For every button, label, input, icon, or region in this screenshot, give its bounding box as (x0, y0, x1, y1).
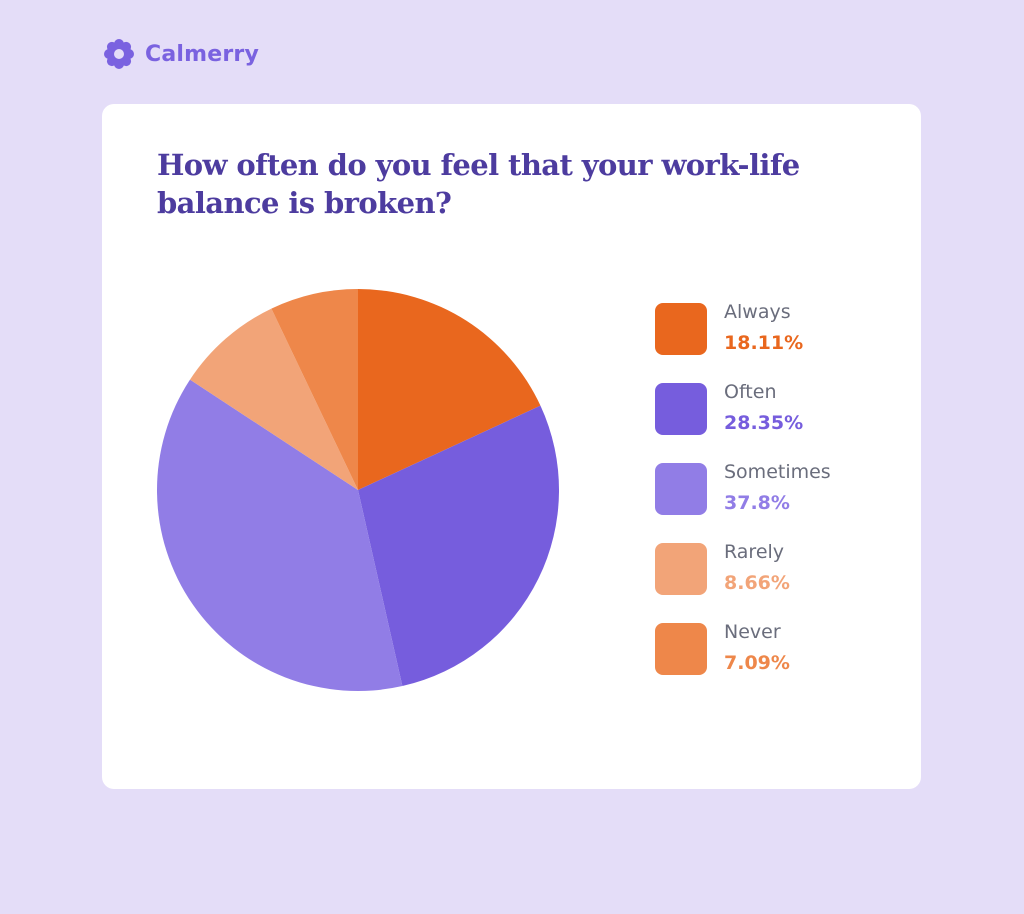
legend-value: 7.09% (724, 652, 790, 674)
legend-item-rarely: Rarely 8.66% (655, 540, 831, 620)
chart-legend: Always 18.11% Often 28.35% Sometimes 37.… (655, 300, 831, 700)
legend-item-always: Always 18.11% (655, 300, 831, 380)
pie-chart (156, 288, 560, 692)
pie-slice-often (358, 405, 559, 687)
legend-value: 28.35% (724, 412, 804, 434)
legend-swatch (655, 303, 707, 355)
pie-slice-never (271, 289, 358, 490)
chart-card: How often do you feel that your work-lif… (102, 104, 921, 789)
pie-slice-rarely (190, 308, 358, 490)
legend-swatch (655, 463, 707, 515)
legend-item-sometimes: Sometimes 37.8% (655, 460, 831, 540)
legend-item-never: Never 7.09% (655, 620, 831, 700)
pie-slice-always (358, 289, 541, 490)
pie-slice-sometimes (157, 379, 403, 691)
legend-label: Often (724, 381, 777, 403)
legend-swatch (655, 383, 707, 435)
brand-header: Calmerry (103, 38, 259, 70)
legend-value: 37.8% (724, 492, 790, 514)
legend-swatch (655, 623, 707, 675)
legend-label: Rarely (724, 541, 785, 563)
pie-chart-svg (157, 289, 559, 691)
legend-value: 8.66% (724, 572, 790, 594)
legend-value: 18.11% (724, 332, 804, 354)
chart-title: How often do you feel that your work-lif… (157, 148, 800, 220)
legend-swatch (655, 543, 707, 595)
legend-label: Never (724, 621, 781, 643)
brand-name: Calmerry (145, 41, 260, 67)
legend-label: Sometimes (724, 461, 831, 483)
flower-icon (104, 39, 134, 69)
legend-item-often: Often 28.35% (655, 380, 831, 460)
legend-label: Always (724, 301, 791, 323)
